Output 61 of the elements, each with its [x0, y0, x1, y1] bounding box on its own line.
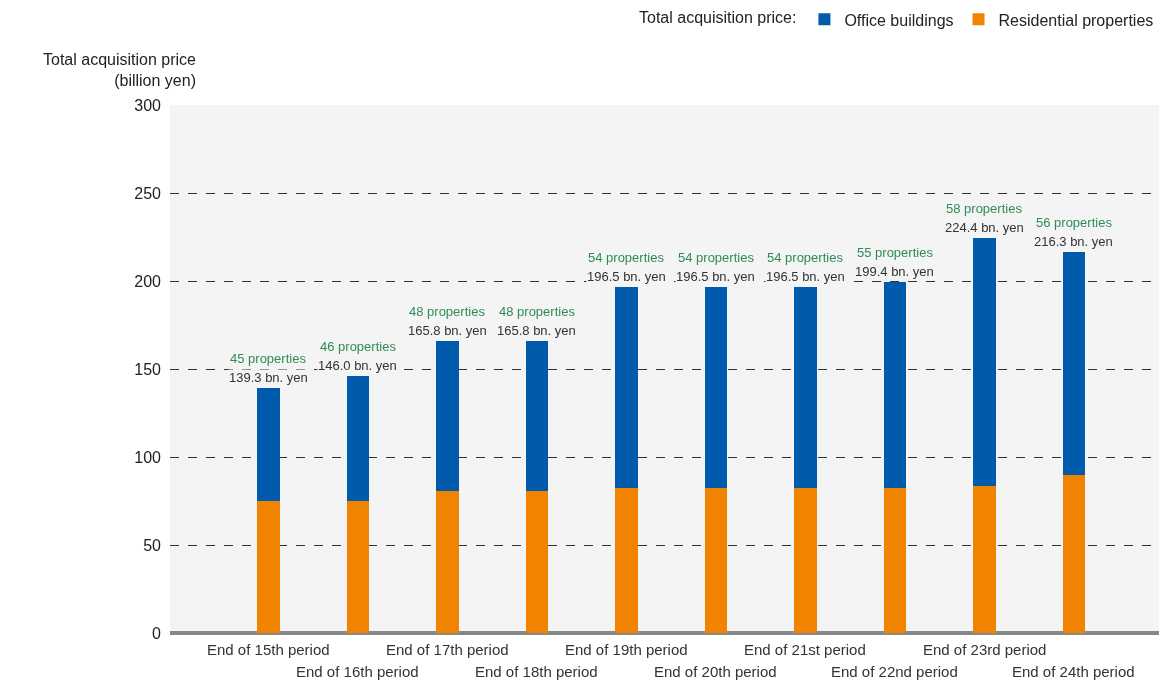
total-label: 196.5 bn. yen [766, 269, 845, 284]
y-axis-title: Total acquisition price (billion yen) [43, 51, 197, 89]
total-label: 216.3 bn. yen [1034, 234, 1113, 249]
total-label: 196.5 bn. yen [676, 269, 755, 284]
annotation: 45 properties [230, 351, 307, 366]
y-tick-label: 100 [134, 448, 162, 466]
y-tick-label: 300 [134, 96, 162, 114]
bar [346, 501, 370, 633]
bar [883, 282, 907, 488]
total-label: 196.5 bn. yen [587, 269, 666, 284]
bar [794, 487, 817, 633]
x-tick-label: End of 16th period [296, 663, 419, 680]
annotation: 54 properties [678, 250, 755, 265]
bar [973, 485, 996, 633]
x-tick-label: End of 17th period [386, 641, 509, 658]
bar [1062, 475, 1086, 633]
total-label: 199.4 bn. yen [855, 264, 934, 279]
x-tick-label: End of 24th period [1012, 663, 1135, 680]
bar [615, 287, 638, 488]
bar [883, 487, 907, 633]
x-tick-label: End of 20th period [654, 663, 777, 680]
bar [436, 341, 459, 492]
x-tick-label: End of 18th period [475, 663, 598, 680]
y-tick-label: 150 [134, 360, 162, 378]
legend-label: Residential properties [998, 11, 1154, 29]
total-label: 224.4 bn. yen [945, 220, 1024, 235]
y-tick-label: 250 [134, 184, 162, 202]
x-tick-label: End of 15th period [207, 641, 330, 658]
bar [257, 501, 280, 633]
bar [973, 238, 996, 486]
bar [1062, 252, 1086, 476]
total-label: 146.0 bn. yen [318, 358, 397, 373]
legend-title: Total acquisition price: [639, 9, 797, 27]
x-tick-label: End of 21st period [744, 641, 866, 658]
x-tick-label: End of 22nd period [831, 663, 958, 680]
bar [346, 376, 370, 501]
annotation: 54 properties [588, 250, 665, 265]
annotation: 46 properties [320, 339, 397, 354]
y-tick-label: 0 [152, 624, 162, 642]
annotation: 58 properties [946, 201, 1023, 216]
annotation: 48 properties [499, 304, 576, 319]
bar [615, 487, 638, 633]
bar [525, 341, 549, 492]
annotation: 55 properties [857, 245, 934, 260]
annotation: 56 properties [1036, 215, 1113, 230]
bar [525, 491, 549, 633]
annotation: 48 properties [409, 304, 486, 319]
total-label: 139.3 bn. yen [229, 370, 308, 385]
y-tick-label: 200 [134, 272, 162, 290]
total-label: 165.8 bn. yen [497, 323, 576, 338]
annotation: 54 properties [767, 250, 844, 265]
x-tick-label: End of 23rd period [923, 641, 1047, 658]
bar [794, 287, 817, 488]
bar [704, 287, 728, 488]
y-tick-label: 50 [143, 536, 162, 554]
total-label: 165.8 bn. yen [408, 323, 487, 338]
bar [704, 487, 728, 633]
x-tick-label: End of 19th period [565, 641, 688, 658]
legend-label: Office buildings [844, 11, 954, 29]
bar [257, 387, 280, 501]
bar [436, 491, 459, 633]
